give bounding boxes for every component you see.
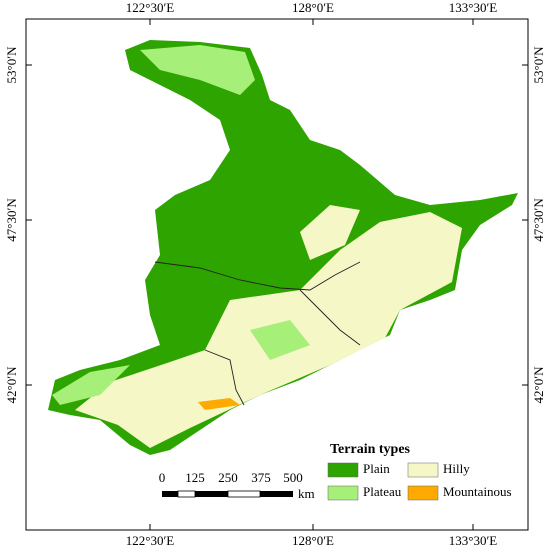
mountainous-region (198, 398, 240, 410)
coordinate-labels: 122°30′E 128°0′E 133°30′E 122°30′E 128°0… (4, 0, 546, 548)
scale-unit: km (298, 486, 315, 501)
frame-ticks (26, 19, 528, 530)
legend-swatch (327, 462, 359, 478)
right-label: 53°0′N (531, 46, 546, 84)
legend: Terrain types Plain Hilly Plateau Mounta… (327, 442, 512, 501)
scale-label: 0 (159, 470, 166, 485)
top-label: 133°30′E (449, 0, 498, 15)
plateau-region (52, 365, 130, 405)
terrain (48, 40, 518, 455)
legend-label: Hilly (443, 461, 470, 476)
plateau-region (140, 45, 255, 95)
scale-label: 125 (185, 470, 205, 485)
map-frame (25, 18, 529, 531)
scale-segment (227, 490, 261, 498)
right-label: 42°0′N (531, 366, 546, 404)
bottom-label: 122°30′E (126, 533, 175, 548)
legend-swatch (407, 462, 439, 478)
scale-bar: 0 125 250 375 500 km (159, 470, 315, 501)
plateau-region (250, 320, 310, 360)
top-label: 122°30′E (126, 0, 175, 15)
left-label: 47°30′N (4, 198, 19, 242)
left-label: 53°0′N (4, 46, 19, 84)
hilly-region (300, 205, 360, 260)
scale-segment (162, 491, 178, 497)
top-label: 128°0′E (292, 0, 334, 15)
province-boundary (204, 349, 245, 406)
scale-label: 500 (283, 470, 303, 485)
bottom-label: 133°30′E (449, 533, 498, 548)
legend-swatch (327, 485, 359, 501)
province-boundary (299, 289, 361, 346)
scale-label: 250 (218, 470, 238, 485)
scale-segment (260, 491, 293, 497)
legend-label: Plain (363, 461, 390, 476)
plain-region (48, 40, 518, 455)
legend-label: Mountainous (443, 484, 512, 499)
left-label: 42°0′N (4, 366, 19, 404)
scale-label: 375 (251, 470, 271, 485)
legend-title: Terrain types (330, 442, 411, 457)
province-boundary (154, 261, 361, 291)
bottom-label: 128°0′E (292, 533, 334, 548)
right-label: 47°30′N (531, 198, 546, 242)
legend-label: Plateau (363, 484, 402, 499)
scale-segment (195, 491, 228, 497)
legend-swatch (407, 485, 439, 501)
scale-segment (177, 490, 196, 498)
